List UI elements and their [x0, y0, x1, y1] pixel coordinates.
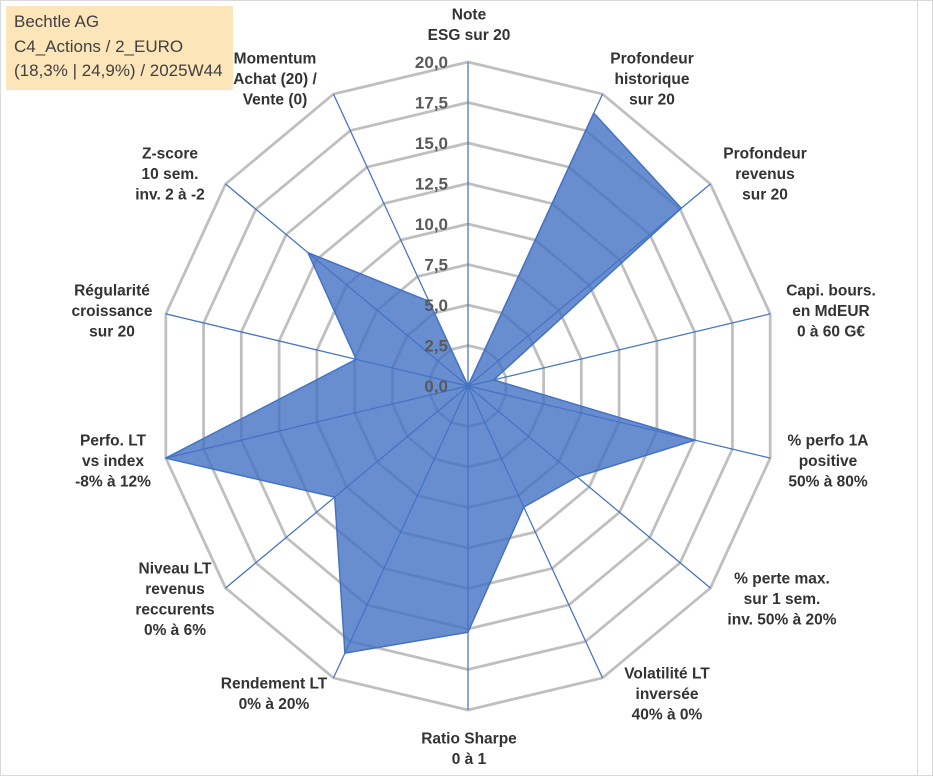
- chart-title: Bechtle AG: [14, 12, 100, 31]
- category-label-line: inversée: [636, 686, 699, 703]
- category-label-line: Note: [452, 7, 487, 24]
- category-label: Perfo. LT vs index -8% à 12%: [75, 433, 151, 491]
- chart-subtitle-line: C4_Actions / 2_EURO: [14, 36, 184, 56]
- category-label-line: Capi. bours.: [786, 283, 876, 300]
- category-label-line: Momentum: [234, 51, 317, 68]
- category-label-line: Profondeur: [723, 146, 807, 163]
- category-label-line: croissance: [72, 303, 153, 320]
- category-label-line: inv. 2 à -2: [135, 187, 205, 204]
- category-label: Z-score 10 sem. inv. 2 à -2: [135, 146, 205, 204]
- category-label-line: -8% à 12%: [75, 474, 151, 491]
- category-label: % perte max. sur 1 sem. inv. 50% à 20%: [727, 571, 836, 629]
- category-label-line: Rendement LT: [221, 676, 328, 693]
- category-label-line: positive: [799, 453, 858, 470]
- category-label-line: sur 20: [89, 324, 135, 341]
- category-label: Rendement LT 0% à 20%: [221, 676, 328, 714]
- category-label-line: 40% à 0%: [632, 707, 703, 724]
- category-label-line: Niveau LT: [139, 561, 212, 578]
- category-label: % perfo 1A positive 50% à 80%: [788, 433, 869, 491]
- radial-tick-label: 17,5: [415, 94, 448, 113]
- category-label-line: Vente (0): [243, 92, 308, 109]
- category-label-line: reccurents: [135, 602, 214, 619]
- radial-tick-label: 20,0: [415, 53, 448, 72]
- radial-tick-labels: 0,0 2,5 5,0 7,5 10,0 12,5 15,0 17,5 20,0: [415, 53, 448, 396]
- category-label-line: en MdEUR: [792, 303, 870, 320]
- category-label-line: 50% à 80%: [788, 474, 867, 491]
- category-label-line: revenus: [735, 166, 794, 183]
- category-label: Profondeur revenus sur 20: [723, 146, 807, 204]
- category-label-line: sur 1 sem.: [744, 591, 821, 608]
- category-label-line: Régularité: [74, 283, 150, 300]
- category-label-line: 0% à 6%: [144, 622, 206, 639]
- category-label-line: Volatilité LT: [624, 666, 710, 683]
- radial-tick-label: 0,0: [424, 377, 448, 396]
- series-area: [165, 112, 696, 654]
- radial-tick-label: 15,0: [415, 134, 448, 153]
- category-label: Momentum Achat (20) / Vente (0): [233, 51, 317, 109]
- category-label-line: % perte max.: [734, 571, 830, 588]
- category-label: Régularité croissance sur 20: [72, 283, 153, 341]
- category-label-line: Z-score: [142, 146, 198, 163]
- radial-tick-label: 10,0: [415, 215, 448, 234]
- axis-spoke: [467, 313, 771, 387]
- category-label-line: 0% à 20%: [239, 696, 310, 713]
- category-label-line: sur 20: [742, 187, 788, 204]
- category-label-line: 0 à 1: [452, 751, 487, 768]
- category-label: Ratio Sharpe 0 à 1: [421, 731, 517, 769]
- category-label-line: 0 à 60 G€: [797, 324, 865, 341]
- category-labels: Note ESG sur 20 Profondeur historique sur 20…: [72, 7, 876, 769]
- radial-tick-label: 7,5: [424, 256, 448, 275]
- category-label: Volatilité LT inversée 40% à 0%: [624, 666, 710, 724]
- category-label-line: 10 sem.: [142, 166, 199, 183]
- category-label-line: Ratio Sharpe: [421, 731, 517, 748]
- category-label: Profondeur historique sur 20: [610, 51, 694, 109]
- category-label-line: historique: [615, 71, 690, 88]
- category-label-line: vs index: [82, 453, 144, 470]
- title-box: Bechtle AG C4_Actions / 2_EURO (18,3% | …: [6, 6, 233, 90]
- category-label-line: sur 20: [629, 92, 675, 109]
- chart-subtitle-line: (18,3% | 24,9%) / 2025W44: [14, 61, 223, 80]
- radial-tick-label: 5,0: [424, 296, 448, 315]
- radial-tick-label: 12,5: [415, 175, 448, 194]
- category-label-line: % perfo 1A: [788, 433, 869, 450]
- category-label-line: ESG sur 20: [428, 27, 511, 44]
- category-label: Capi. bours. en MdEUR 0 à 60 G€: [786, 283, 876, 341]
- category-label-line: revenus: [145, 581, 204, 598]
- category-label: Niveau LT revenus reccurents 0% à 6%: [135, 561, 214, 640]
- category-label-line: Perfo. LT: [80, 433, 147, 450]
- radial-tick-label: 2,5: [424, 337, 448, 356]
- data-series: [165, 112, 696, 654]
- category-label-line: Achat (20) /: [233, 71, 317, 88]
- category-label: Note ESG sur 20: [428, 7, 511, 45]
- category-label-line: inv. 50% à 20%: [727, 612, 836, 629]
- chart-frame-edge: [917, 0, 918, 776]
- category-label-line: Profondeur: [610, 51, 694, 68]
